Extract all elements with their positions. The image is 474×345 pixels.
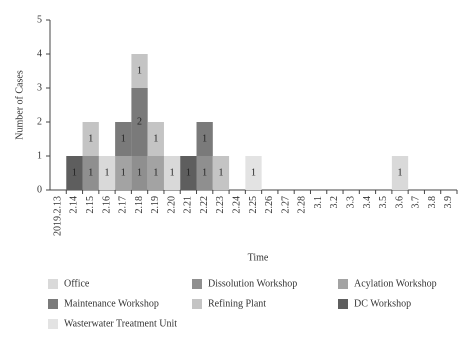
bar-segment: [98, 156, 116, 190]
bar-segment: [115, 156, 132, 190]
bar-segment: [196, 156, 213, 190]
segment-label: 1: [88, 133, 93, 144]
x-tick-label: 2.22: [199, 196, 210, 214]
x-tick-label: 2.25: [248, 196, 259, 214]
y-tick-label: 2: [37, 116, 42, 127]
bar-segment: [82, 122, 99, 156]
segment-label: 1: [398, 167, 403, 178]
legend-swatch: [338, 299, 348, 309]
x-tick-label: 3.6: [394, 196, 405, 209]
legend-label: Office: [64, 278, 90, 289]
bar-segment: [66, 156, 83, 190]
x-tick-label: 3.7: [411, 196, 422, 209]
x-tick-label: 2.28: [297, 196, 308, 214]
segment-label: 2: [137, 116, 142, 127]
x-tick-label: 3.3: [345, 196, 356, 209]
x-tick-label: 2.18: [134, 196, 145, 214]
legend-swatch: [338, 279, 348, 289]
bar-segment: [82, 156, 99, 190]
segment-label: 1: [137, 65, 142, 76]
segment-label: 1: [72, 167, 77, 178]
x-tick-label: 2.21: [183, 196, 194, 214]
segment-label: 1: [218, 167, 223, 178]
bar-segment: [131, 156, 148, 190]
segment-label: 1: [121, 167, 126, 178]
bar-segment: [180, 156, 197, 190]
bar-segment: [245, 156, 262, 190]
bar-segment: [163, 156, 181, 190]
y-tick-label: 5: [37, 14, 42, 25]
x-tick-label: 2.17: [118, 196, 129, 214]
segment-label: 1: [170, 167, 175, 178]
x-tick-label: 3.4: [362, 196, 373, 209]
segment-label: 1: [251, 167, 256, 178]
bar-segment: [131, 88, 148, 156]
bar-segment: [131, 54, 148, 88]
legend-swatch: [48, 299, 58, 309]
bar-segment: [212, 156, 230, 190]
segment-label: 1: [202, 167, 207, 178]
y-tick-label: 4: [37, 48, 42, 59]
bar-segment: [115, 122, 132, 156]
bar-segment: [391, 156, 409, 190]
segment-label: 1: [153, 133, 158, 144]
x-tick-label: 2.23: [215, 196, 226, 214]
legend-label: Wasterwater Treatment Unit: [64, 318, 177, 329]
x-tick-label: 3.2: [329, 196, 340, 209]
legend-label: Refining Plant: [208, 298, 266, 309]
segment-label: 1: [186, 167, 191, 178]
legend-swatch: [48, 279, 58, 289]
x-tick-label: 3.5: [378, 196, 389, 209]
bar-segment: [147, 122, 164, 156]
legend-swatch: [192, 279, 202, 289]
bar-segment: [147, 156, 164, 190]
segment-label: 1: [202, 133, 207, 144]
y-axis-title: Number of Cases: [14, 70, 25, 140]
y-tick-label: 0: [37, 184, 42, 195]
x-tick-label: 3.1: [313, 196, 324, 209]
y-tick-label: 1: [37, 150, 42, 161]
x-tick-label: 2.24: [232, 196, 243, 214]
x-tick-label: 3.9: [443, 196, 454, 209]
legend-label: DC Workshop: [354, 298, 411, 309]
segment-label: 1: [153, 167, 158, 178]
legend-label: Maintenance Workshop: [64, 298, 159, 309]
x-tick-label: 2.26: [264, 196, 275, 214]
segment-label: 1: [88, 167, 93, 178]
segment-label: 1: [121, 133, 126, 144]
x-axis-title: Time: [248, 252, 269, 263]
x-tick-label: 2.15: [85, 196, 96, 214]
x-tick-label: 2019.2.13: [52, 196, 63, 236]
x-tick-label: 3.8: [427, 196, 438, 209]
legend-label: Acylation Workshop: [354, 278, 437, 289]
bar-segment: [196, 122, 213, 156]
x-tick-label: 2.27: [280, 196, 291, 214]
x-tick-label: 2.14: [69, 196, 80, 214]
legend-label: Dissolution Workshop: [208, 278, 297, 289]
y-tick-label: 3: [37, 82, 42, 93]
segment-label: 1: [104, 167, 109, 178]
x-tick-label: 2.20: [166, 196, 177, 214]
segment-label: 1: [137, 167, 142, 178]
x-tick-label: 2.19: [150, 196, 161, 214]
legend-swatch: [48, 319, 58, 329]
x-tick-label: 2.16: [101, 196, 112, 214]
legend-swatch: [192, 299, 202, 309]
